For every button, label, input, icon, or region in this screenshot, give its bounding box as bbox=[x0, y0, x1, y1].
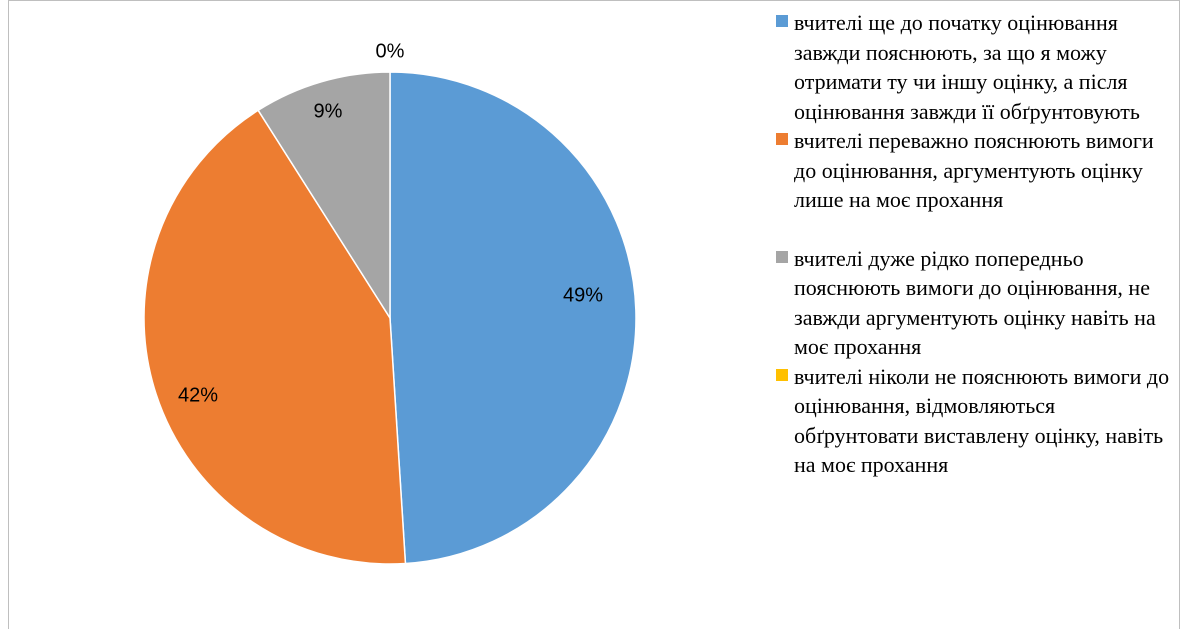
legend-swatch bbox=[776, 133, 788, 145]
legend-label: вчителі дуже рідко попередньо пояснюють … bbox=[794, 245, 1156, 360]
slice-value-label: 0% bbox=[376, 40, 405, 62]
legend-label: вчителі ніколи не пояснюють вимоги до оц… bbox=[794, 363, 1170, 478]
pie-slice bbox=[257, 71, 391, 321]
pie-slice bbox=[143, 109, 407, 565]
legend-swatch bbox=[776, 250, 788, 263]
legend-item: вчителі переважно пояснюють вимоги до оц… bbox=[776, 126, 1176, 215]
slice-value-label: 42% bbox=[178, 384, 218, 406]
legend-item: вчителі дуже рідко попередньо пояснюють … bbox=[776, 244, 1176, 362]
legend-item: вчителі ще до початку оцінювання завжди … bbox=[776, 8, 1176, 126]
slice-value-label: 49% bbox=[563, 284, 603, 306]
legend-label: вчителі ще до початку оцінювання завжди … bbox=[794, 10, 1140, 124]
pie-slice bbox=[389, 71, 637, 565]
legend-label: вчителі переважно пояснюють вимоги до оц… bbox=[794, 128, 1154, 212]
slice-value-label: 9% bbox=[314, 100, 343, 122]
legend-swatch bbox=[776, 368, 788, 381]
legend-swatch bbox=[776, 15, 788, 27]
legend-item: вчителі ніколи не пояснюють вимоги до оц… bbox=[776, 362, 1176, 480]
legend: вчителі ще до початку оцінювання завжди … bbox=[776, 8, 1176, 480]
pie-chart: 49% 42% 9% 0% bbox=[143, 40, 637, 565]
